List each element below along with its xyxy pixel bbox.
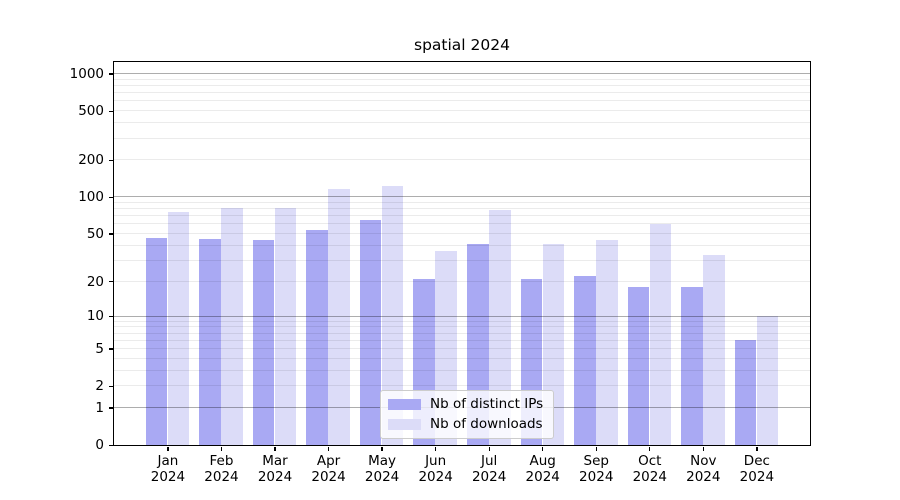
plot-area: Nb of distinct IPs Nb of downloads [113,61,811,446]
bar-nb-of-downloads [596,240,618,445]
x-axis-tick-mark [167,446,169,452]
bar-nb-of-distinct-ips [252,240,275,445]
bar-nb-of-downloads [328,188,350,445]
x-axis-tick-mark [702,446,704,452]
y-axis-tick-mark [108,73,113,75]
x-axis-tick-label: Nov 2024 [686,452,721,485]
x-axis-tick-label: May 2024 [364,452,400,485]
y-axis-tick-label: 20 [86,273,104,290]
y-axis-tick-mark [108,281,113,283]
bar-nb-of-downloads [274,208,297,445]
y-axis-tick-label: 1000 [69,65,104,82]
x-axis-tick-label: Jun 2024 [418,452,453,485]
x-axis-tick-mark [649,446,651,452]
y-axis-tick-label: 200 [78,152,104,169]
y-axis-tick-mark [108,407,113,409]
y-axis-tick-mark [108,159,113,161]
y-axis-tick-label: 50 [86,226,104,242]
y-axis-tick-mark [108,444,113,447]
y-axis-tick-label: 500 [78,103,104,120]
x-axis-tick-label: Apr 2024 [311,452,346,485]
bar-nb-of-downloads [221,208,243,445]
x-axis-tick-label: Sep 2024 [579,452,614,485]
y-axis-tick-label: 100 [78,189,104,206]
bar-nb-of-downloads [167,212,190,445]
y-axis-tick-mark [108,315,113,318]
bar-nb-of-downloads [756,316,779,445]
x-axis-tick-label: Jul 2024 [471,452,507,485]
y-axis-tick-label: 0 [95,437,104,454]
x-axis-tick-mark [274,446,276,452]
x-axis-tick-mark [542,446,544,452]
x-axis-tick-mark [327,446,330,452]
legend-swatch-downloads [388,419,421,430]
y-axis-tick-label: 2 [95,378,104,395]
x-axis-tick-label: Dec 2024 [739,452,775,485]
bar-nb-of-downloads [703,255,725,445]
x-axis-tick-mark [756,446,758,452]
chart-title: spatial 2024 [414,36,510,54]
x-axis-tick-mark [488,446,490,452]
x-axis-tick-mark [595,446,597,452]
y-axis-tick-mark [108,348,113,350]
x-axis-tick-mark [434,446,437,452]
bar-nb-of-distinct-ips [734,340,757,445]
x-axis-tick-mark [381,446,383,452]
x-axis-tick-label: Feb 2024 [204,452,239,485]
x-axis-tick-label: Mar 2024 [257,452,293,485]
x-axis-tick-label: Aug 2024 [525,452,560,485]
legend-item-downloads: Nb of downloads [388,417,543,432]
bar-nb-of-distinct-ips [145,238,168,445]
bars-layer [114,62,810,445]
bar-nb-of-distinct-ips [359,219,382,445]
y-axis-tick-mark [108,196,113,198]
bar-nb-of-distinct-ips [574,276,596,445]
legend-swatch-distinct-ips [388,399,421,410]
y-axis-tick-mark [108,385,113,387]
bar-nb-of-distinct-ips [681,286,703,445]
x-axis-tick-label: Oct 2024 [632,452,667,485]
legend-label-downloads: Nb of downloads [430,416,543,432]
y-axis-tick-mark [108,110,113,112]
y-axis-tick-label: 5 [95,341,104,358]
bar-nb-of-downloads [381,185,404,445]
bar-nb-of-distinct-ips [306,229,328,445]
legend-label-distinct-ips: Nb of distinct IPs [430,396,544,412]
x-axis-tick-label: Jan 2024 [150,452,186,485]
y-axis-tick-label: 10 [86,308,104,325]
legend: Nb of distinct IPs Nb of downloads [380,390,555,439]
y-axis-tick-label: 1 [95,400,104,417]
bar-nb-of-distinct-ips [627,286,650,445]
legend-item-distinct-ips: Nb of distinct IPs [388,397,543,412]
bar-nb-of-downloads [649,223,672,445]
x-axis-tick-mark [220,446,223,452]
bar-nb-of-distinct-ips [199,239,221,445]
y-axis-tick-mark [108,233,113,235]
bar-nb-of-downloads [489,210,511,445]
